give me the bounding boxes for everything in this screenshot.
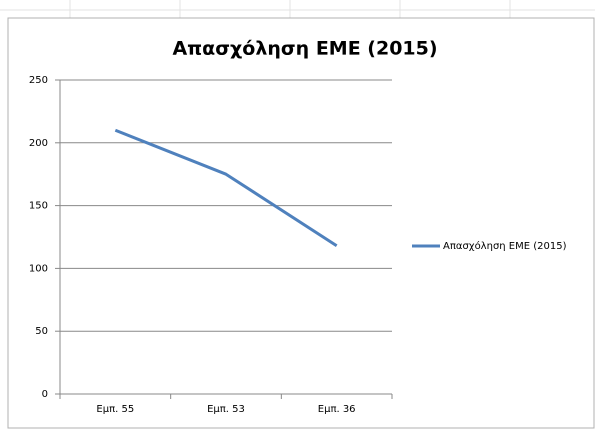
y-tick-label: 150 xyxy=(29,201,48,212)
x-tick-label: Εμπ. 36 xyxy=(318,404,356,415)
y-tick-label: 100 xyxy=(29,263,48,274)
y-tick-label: 200 xyxy=(29,138,48,149)
y-tick-label: 250 xyxy=(29,75,48,86)
y-tick-label: 50 xyxy=(35,326,48,337)
x-tick-label: Εμπ. 55 xyxy=(96,404,134,415)
x-tick-label: Εμπ. 53 xyxy=(207,404,245,415)
spreadsheet-grid xyxy=(0,0,595,18)
line-series xyxy=(114,128,338,248)
y-tick-label: 0 xyxy=(42,389,48,400)
legend-label: Απασχόληση ΕΜΕ (2015) xyxy=(443,240,567,252)
chart-title: Απασχόληση ΕΜΕ (2015) xyxy=(172,38,437,60)
